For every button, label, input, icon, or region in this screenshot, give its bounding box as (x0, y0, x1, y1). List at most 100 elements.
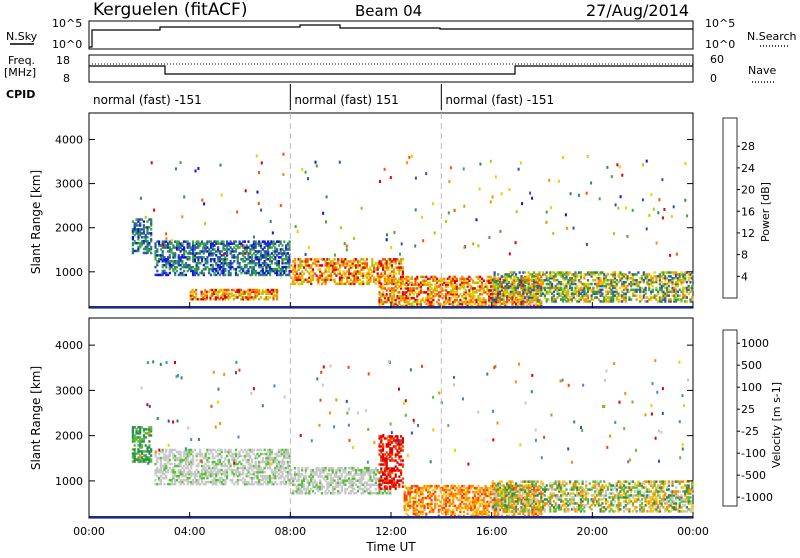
echo-cell (497, 273, 499, 276)
echo-cell (463, 205, 465, 208)
echo-cell (208, 457, 210, 460)
echo-cell (443, 278, 445, 281)
echo-cell (135, 250, 137, 253)
echo-cell (522, 300, 524, 303)
echo-cell (558, 180, 560, 183)
echo-cell (398, 291, 400, 294)
echo-cell (203, 272, 205, 275)
echo-cell (353, 237, 355, 240)
echo-cell (135, 242, 137, 245)
nsky-panel (89, 21, 693, 49)
echo-cell (691, 285, 693, 288)
echo-cell (499, 291, 501, 294)
echo-cell (524, 271, 526, 274)
echo-cell (379, 180, 381, 183)
echo-cell (645, 287, 647, 290)
echo-cell (592, 287, 594, 290)
echo-cell (325, 220, 327, 223)
echo-cell (652, 285, 654, 288)
echo-cell (334, 258, 336, 261)
echo-cell (483, 280, 485, 283)
nsky-trace (89, 25, 693, 47)
echo-cell (658, 198, 660, 201)
echo-cell (490, 200, 492, 203)
echo-cell (432, 299, 434, 302)
echo-cell (366, 258, 368, 261)
echo-cell (661, 178, 663, 181)
echo-cell (169, 459, 171, 462)
echo-cell (295, 225, 297, 228)
echo-cell (221, 455, 223, 458)
echo-cell (668, 285, 670, 288)
echo-cell (411, 276, 413, 279)
echo-cell (456, 278, 458, 281)
echo-cell (334, 279, 336, 282)
echo-cell (245, 189, 247, 192)
echo-cell (656, 242, 658, 245)
echo-cell (463, 246, 465, 249)
echo-cell (479, 188, 481, 191)
echo-cell (488, 236, 490, 239)
echo-cell (416, 276, 418, 279)
echo-cell (445, 220, 447, 223)
echo-cell (366, 262, 368, 265)
echo-cell (307, 177, 309, 180)
echo-cell (237, 274, 239, 277)
echo-cell (294, 467, 296, 470)
echo-cell (244, 240, 246, 243)
echo-cell (145, 436, 147, 439)
echo-cell (616, 163, 618, 166)
echo-cell (310, 258, 312, 261)
echo-cell (339, 270, 341, 273)
colorbar-tick-label: 24 (741, 162, 755, 175)
echo-cell (221, 194, 223, 197)
echo-cell (386, 485, 388, 488)
echo-cell (146, 456, 148, 459)
echo-cell (344, 242, 346, 245)
echo-cell (294, 258, 296, 261)
echo-cell (670, 298, 672, 301)
echo-cell (183, 483, 185, 486)
beam-title: Beam 04 (355, 2, 422, 20)
echo-cell (495, 175, 497, 178)
echo-cell (676, 253, 678, 256)
echo-cell (384, 276, 386, 279)
echo-cell (224, 274, 226, 277)
echo-cell (673, 205, 675, 208)
echo-cell (520, 162, 522, 165)
echo-cell (222, 240, 224, 243)
echo-cell (163, 483, 165, 486)
echo-cell (637, 271, 639, 274)
echo-cell (479, 163, 481, 166)
echo-cell (187, 246, 189, 249)
echo-cell (497, 277, 499, 280)
echo-cell (195, 293, 197, 296)
echo-cell (395, 272, 397, 275)
echo-cell (570, 192, 572, 195)
echo-cell (204, 222, 206, 225)
echo-cell (509, 252, 511, 255)
echo-cell (400, 469, 402, 472)
echo-cell (235, 240, 237, 243)
velocity-cells (89, 359, 693, 517)
echo-cell (402, 459, 404, 462)
echo-cell (150, 434, 152, 437)
echo-cell (642, 198, 644, 201)
echo-cell (378, 282, 380, 285)
echo-cell (422, 297, 424, 300)
echo-cell (508, 188, 510, 191)
echo-cell (181, 260, 183, 263)
echo-cell (474, 295, 476, 298)
echo-cell (213, 258, 215, 261)
echo-cell (183, 246, 185, 249)
echo-cell (691, 277, 693, 280)
echo-cell (566, 227, 568, 230)
echo-cell (150, 458, 152, 461)
echo-cell (260, 209, 262, 212)
echo-cell (662, 216, 664, 219)
echo-cell (432, 202, 434, 205)
echo-cell (648, 214, 650, 217)
echo-cell (380, 487, 382, 490)
echo-cell (251, 459, 253, 462)
